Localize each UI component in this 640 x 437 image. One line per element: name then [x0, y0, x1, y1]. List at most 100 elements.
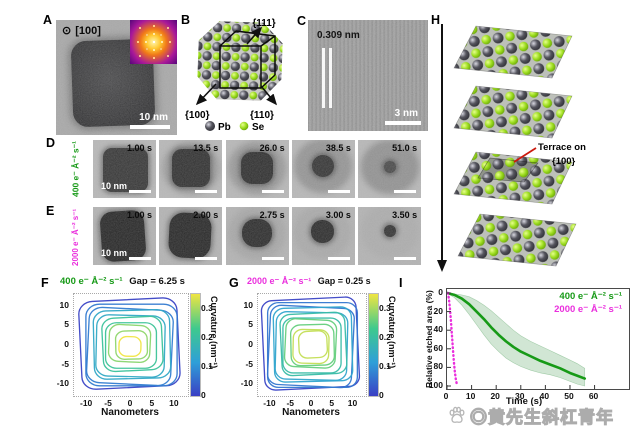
contour-outline	[101, 315, 164, 373]
axis-tick-label: 20	[433, 305, 443, 316]
panel-g-title: 2000 e⁻ Å⁻² s⁻¹ Gap = 0.25 s	[247, 276, 371, 287]
panel-i-label: I	[399, 276, 403, 290]
zone-axis-label: ⊙ [100]	[62, 24, 101, 38]
slab-model-3-terrace	[453, 151, 573, 205]
nanocrystal-particle	[241, 219, 272, 247]
scale-bar	[261, 256, 284, 260]
legend-2000: 2000 e⁻ Å⁻² s⁻¹	[554, 304, 622, 315]
axis-tick-label: 5	[149, 398, 155, 408]
tem-frame-d-1: 1.00 s 10 nm	[93, 140, 156, 198]
scale-bar-text: 10 nm	[101, 248, 128, 258]
fft-diffraction-spots	[152, 41, 155, 43]
contour-outline	[104, 322, 158, 369]
axis-tick-label: 5	[329, 398, 335, 408]
scale-bar	[129, 256, 151, 260]
panel-h-label: H	[431, 13, 441, 27]
tem-image-nanocube: ⊙ [100] 10 nm	[56, 20, 177, 135]
xlabel-i: Time (s)	[505, 396, 543, 407]
contour-outline	[92, 309, 172, 380]
contour-outline	[266, 301, 359, 389]
panel-g-gap: Gap = 0.25 s	[317, 276, 371, 286]
tem-frame-e-5: 3.50 s	[358, 207, 422, 265]
axis-tick-label: 0.3	[379, 302, 391, 313]
tem-frame-d-2: 13.5 s	[159, 140, 223, 198]
terrace-annotation-line1: Terrace on	[538, 142, 586, 153]
colorbar-g-label: Curvature (nm⁻¹)	[387, 296, 397, 369]
fft-inset	[130, 20, 177, 64]
panel-f-gap: Gap = 6.25 s	[129, 276, 185, 287]
contour-outline	[282, 317, 342, 374]
tem-frame-d-5: 51.0 s	[358, 140, 422, 198]
frame-time-label: 26.0 s	[259, 143, 285, 153]
colorbar-f-label: Curvature (nm⁻¹)	[209, 296, 219, 369]
frame-time-label: 3.00 s	[325, 210, 351, 220]
tem-frame-e-1: 1.00 s 10 nm	[93, 207, 156, 265]
panel-g-dose: 2000 e⁻ Å⁻² s⁻¹	[247, 276, 312, 286]
contour-outline	[118, 335, 142, 358]
scale-bar	[129, 189, 151, 193]
frame-time-label: 1.00 s	[126, 210, 152, 220]
axis-tick-label: 10	[347, 398, 358, 408]
contour-plot-g	[257, 293, 367, 397]
axis-tick-label: -10	[79, 398, 93, 408]
ylabel-i: Relative etched area (%)	[424, 290, 434, 388]
pb-sphere-icon	[205, 121, 215, 131]
contour-outline	[78, 297, 181, 390]
contour-plot-f	[73, 293, 189, 397]
contour-outline	[297, 330, 329, 359]
scale-bar	[394, 189, 417, 193]
axis-tick-label: -10	[263, 398, 276, 408]
panel-f-dose: 400 e⁻ Å⁻² s⁻¹	[60, 276, 123, 287]
time-arrow-head	[437, 260, 447, 272]
panel-a-label: A	[43, 13, 53, 27]
panel-b-label: B	[181, 13, 191, 27]
scale-bar	[195, 189, 218, 193]
nanocrystal-sphere-model	[197, 21, 283, 101]
axis-tick-label: 0.3	[201, 302, 213, 313]
scale-bar	[195, 256, 218, 260]
axis-tick-label: 80	[433, 361, 443, 372]
scale-bar	[261, 189, 284, 193]
contour-outline	[289, 323, 336, 367]
frame-time-label: 1.00 s	[126, 143, 152, 153]
se-sphere-icon	[239, 121, 249, 131]
axis-tick-label: 0	[308, 398, 314, 408]
axis-tick-label: -10	[240, 378, 253, 389]
contour-outline	[272, 306, 354, 383]
contour-outline	[95, 314, 166, 378]
axis-tick-label: 0.1	[379, 360, 391, 371]
frame-time-label: 38.5 s	[325, 143, 351, 153]
axis-tick-label: 20	[490, 391, 500, 401]
lattice-spacing-label: 0.309 nm	[317, 30, 360, 41]
panel-c-label: C	[297, 14, 307, 28]
axis-tick-label: -5	[104, 398, 112, 408]
slab-model-2	[453, 85, 573, 139]
axis-tick-label: 40	[539, 391, 550, 401]
contour-outline	[85, 306, 174, 387]
axis-tick-label: 10	[169, 398, 179, 408]
dose-label-400: 400 e⁻ Å⁻² s⁻¹	[70, 141, 81, 198]
contour-outline	[85, 303, 178, 387]
scale-bar-text: 10 nm	[101, 181, 128, 191]
axis-tick-label: 0.1	[201, 360, 213, 371]
frame-time-label: 13.5 s	[193, 143, 219, 153]
contour-outline	[107, 323, 152, 364]
tem-frame-e-3: 2.75 s	[225, 207, 289, 265]
axis-tick-label: 10	[243, 299, 253, 310]
contour-outline	[266, 304, 355, 389]
etching-schematic-panel: Terrace on {100}	[437, 24, 586, 272]
scale-bar	[385, 121, 421, 125]
axis-tick-label: -5	[61, 358, 69, 369]
frame-time-label: 2.75 s	[259, 210, 285, 220]
frame-time-label: 51.0 s	[392, 143, 418, 153]
axis-tick-label: 0	[201, 390, 206, 400]
axis-tick-label: 0.2	[201, 331, 213, 342]
contour-outline	[292, 328, 330, 365]
frame-time-label: 3.50 s	[392, 210, 418, 220]
axis-tick-label: 10	[465, 391, 476, 401]
colorbar-g	[368, 293, 379, 397]
scale-bar	[327, 189, 350, 193]
axis-tick-label: 0	[443, 391, 449, 401]
cube-wireframe	[219, 30, 276, 89]
xlabel-g: Nanometers	[282, 407, 340, 418]
